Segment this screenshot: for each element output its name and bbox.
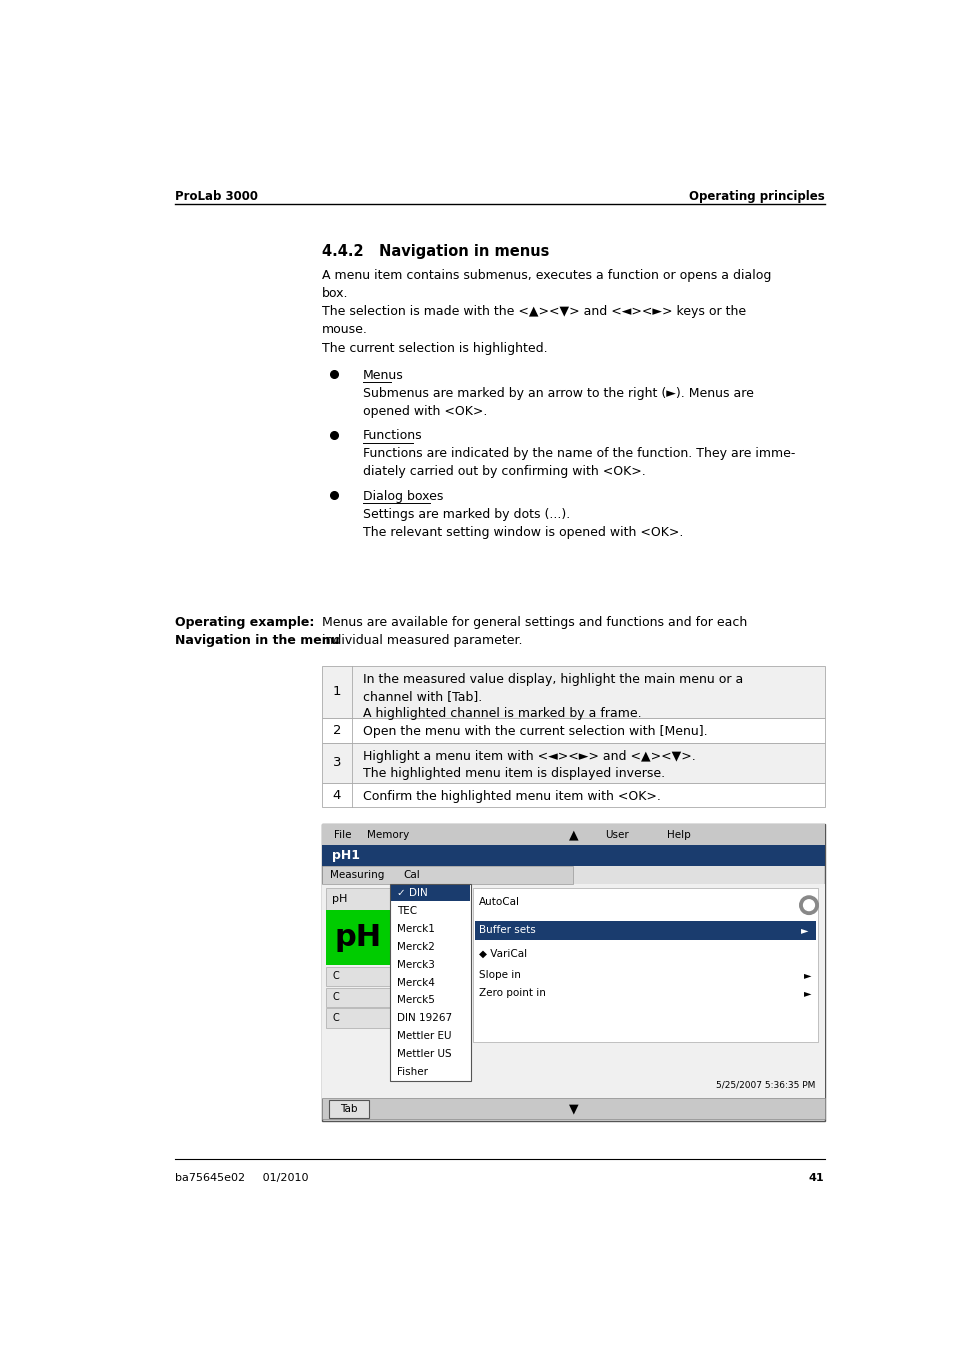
Bar [322, 824, 823, 1121]
Text: Open the menu with the current selection with [Menu].: Open the menu with the current selection… [363, 725, 707, 738]
Text: Functions: Functions [362, 430, 422, 442]
Text: ▼: ▼ [568, 1102, 578, 1115]
Text: In the measured value display, highlight the main menu or a: In the measured value display, highlight… [363, 673, 742, 685]
Text: ►: ► [803, 970, 811, 979]
Bar [326, 1008, 390, 1028]
Text: 3: 3 [333, 757, 341, 769]
Text: C: C [332, 992, 338, 1002]
Text: channel with [Tab].: channel with [Tab]. [363, 690, 482, 703]
Bar [322, 866, 573, 885]
Circle shape [799, 896, 818, 915]
Text: The selection is made with the <▲><▼> and <◄><►> keys or the: The selection is made with the <▲><▼> an… [322, 305, 745, 319]
Text: ProLab 3000: ProLab 3000 [174, 190, 257, 203]
Text: ◆ VariCal: ◆ VariCal [478, 948, 526, 958]
Text: TEC: TEC [397, 907, 417, 916]
Text: C: C [332, 971, 338, 981]
Bar [472, 888, 818, 1042]
Text: opened with <OK>.: opened with <OK>. [362, 405, 486, 417]
Text: Navigation in the menu: Navigation in the menu [174, 634, 339, 647]
Text: Highlight a menu item with <◄><►> and <▲><▼>.: Highlight a menu item with <◄><►> and <▲… [363, 750, 696, 762]
Bar [322, 885, 823, 1100]
Text: Functions are indicated by the name of the function. They are imme-: Functions are indicated by the name of t… [362, 447, 794, 461]
Text: A menu item contains submenus, executes a function or opens a dialog: A menu item contains submenus, executes … [322, 269, 771, 282]
Text: Mettler EU: Mettler EU [397, 1031, 452, 1042]
Text: ✓ DIN: ✓ DIN [397, 889, 428, 898]
Text: The highlighted menu item is displayed inverse.: The highlighted menu item is displayed i… [363, 767, 665, 780]
Bar [475, 920, 815, 940]
Text: Merck4: Merck4 [397, 978, 435, 988]
Text: Operating example:: Operating example: [174, 616, 314, 628]
Text: Merck2: Merck2 [397, 942, 435, 952]
Text: box.: box. [322, 288, 349, 300]
Text: mouse.: mouse. [322, 323, 368, 336]
Text: User: User [604, 830, 628, 840]
Bar [390, 885, 470, 901]
Text: Mettler US: Mettler US [397, 1048, 452, 1059]
Text: C: C [332, 1013, 338, 1023]
Text: pH: pH [332, 894, 348, 904]
Text: Settings are marked by dots (...).: Settings are marked by dots (...). [362, 508, 569, 521]
Bar [322, 824, 823, 846]
Text: 2: 2 [333, 724, 341, 736]
Bar [322, 846, 823, 866]
Text: Slope in: Slope in [478, 970, 520, 979]
Text: pH1: pH1 [332, 848, 359, 862]
Text: 1: 1 [333, 685, 341, 698]
Bar [322, 666, 823, 719]
Text: Submenus are marked by an arrow to the right (►). Menus are: Submenus are marked by an arrow to the r… [362, 386, 753, 400]
Text: ►: ► [801, 925, 808, 935]
Text: ba75645e02     01/2010: ba75645e02 01/2010 [174, 1173, 308, 1183]
Text: Tab: Tab [339, 1104, 357, 1115]
Circle shape [802, 900, 814, 911]
Text: Menus are available for general settings and functions and for each: Menus are available for general settings… [322, 616, 747, 628]
Text: diately carried out by confirming with <OK>.: diately carried out by confirming with <… [362, 466, 644, 478]
Text: Merck1: Merck1 [397, 924, 435, 934]
Text: Fisher: Fisher [397, 1067, 428, 1077]
Text: ►: ► [803, 989, 811, 998]
Text: 5/25/2007 5:36:35 PM: 5/25/2007 5:36:35 PM [715, 1081, 815, 1090]
Bar [390, 885, 471, 1081]
Text: Operating principles: Operating principles [688, 190, 823, 203]
Bar [326, 888, 390, 909]
Text: Dialog boxes: Dialog boxes [362, 490, 442, 503]
Bar [322, 1097, 823, 1119]
Text: File: File [334, 830, 351, 840]
Bar [322, 743, 823, 782]
Text: pH: pH [335, 923, 381, 952]
Text: The relevant setting window is opened with <OK>.: The relevant setting window is opened wi… [362, 526, 682, 539]
Text: Measuring: Measuring [330, 870, 384, 880]
Text: Merck5: Merck5 [397, 996, 435, 1005]
Text: 41: 41 [808, 1173, 823, 1183]
Text: Menus: Menus [362, 369, 403, 382]
Text: Confirm the highlighted menu item with <OK>.: Confirm the highlighted menu item with <… [363, 790, 660, 802]
Bar [326, 967, 390, 986]
Bar [322, 782, 823, 808]
Text: 4: 4 [333, 789, 341, 801]
Text: Zero point in: Zero point in [478, 989, 545, 998]
Text: A highlighted channel is marked by a frame.: A highlighted channel is marked by a fra… [363, 708, 641, 720]
Text: individual measured parameter.: individual measured parameter. [322, 634, 522, 647]
Text: DIN 19267: DIN 19267 [397, 1013, 452, 1023]
Bar [326, 988, 390, 1006]
Bar [322, 719, 823, 743]
Text: Cal: Cal [403, 870, 420, 880]
Text: 4.4.2   Navigation in menus: 4.4.2 Navigation in menus [322, 243, 549, 259]
Bar [328, 1100, 369, 1119]
Text: Memory: Memory [367, 830, 409, 840]
Text: Merck3: Merck3 [397, 959, 435, 970]
Bar [326, 909, 390, 965]
Text: Buffer sets: Buffer sets [478, 925, 535, 935]
Text: Help: Help [666, 830, 690, 840]
Text: AutoCal: AutoCal [478, 897, 519, 908]
Text: ▲: ▲ [568, 828, 578, 842]
Text: The current selection is highlighted.: The current selection is highlighted. [322, 342, 547, 354]
